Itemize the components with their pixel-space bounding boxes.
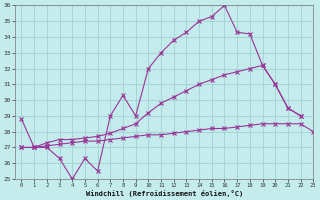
X-axis label: Windchill (Refroidissement éolien,°C): Windchill (Refroidissement éolien,°C) (85, 190, 243, 197)
